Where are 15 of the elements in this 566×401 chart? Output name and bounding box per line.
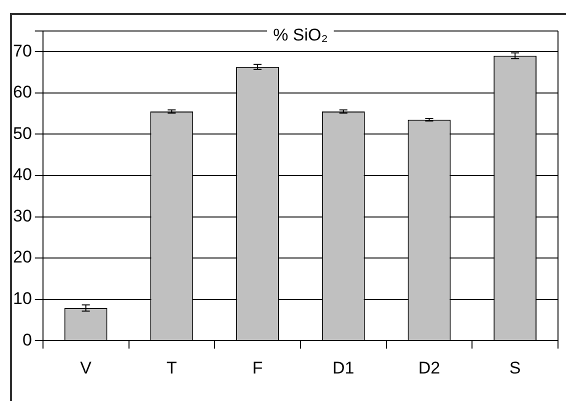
y-tick-label: 0 bbox=[22, 330, 32, 350]
x-tick-label: D2 bbox=[418, 358, 440, 378]
x-tick-label: D1 bbox=[332, 358, 354, 378]
y-tick-label: 40 bbox=[12, 165, 32, 184]
y-tick-label: 20 bbox=[12, 248, 32, 267]
x-tick-label: T bbox=[166, 358, 177, 378]
chart-title: % SiO₂ bbox=[273, 26, 328, 45]
y-tick-label: 30 bbox=[12, 206, 32, 226]
y-tick-label: 70 bbox=[12, 41, 32, 60]
x-tick-label: S bbox=[509, 358, 521, 378]
y-tick-label: 50 bbox=[12, 124, 32, 143]
y-tick-label: 10 bbox=[12, 289, 32, 308]
y-tick-label: 60 bbox=[12, 82, 32, 102]
x-tick-label: F bbox=[252, 358, 263, 378]
x-tick-label: V bbox=[80, 358, 92, 378]
